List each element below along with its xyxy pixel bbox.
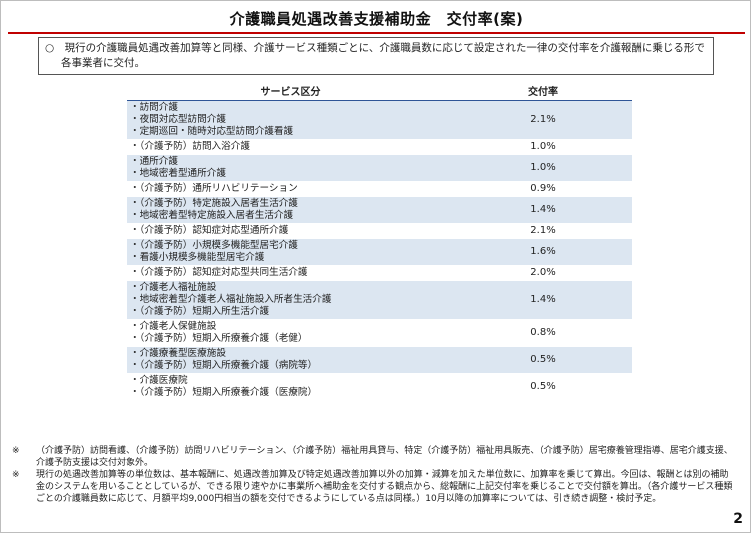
rate-value: 1.0% bbox=[454, 139, 632, 155]
rate-value: 0.5% bbox=[454, 346, 632, 374]
service-name: ・（介護予防）訪問入浴介護 bbox=[130, 141, 250, 152]
header-service: サービス区分 bbox=[127, 80, 454, 101]
service-name: ・（介護予防）小規模多機能型居宅介護 bbox=[130, 240, 298, 251]
service-name: ・看護小規模多機能型居宅介護 bbox=[130, 252, 265, 263]
service-cell: ・通所介護 ・地域密着型通所介護 bbox=[127, 154, 454, 182]
service-cell: ・介護医療院 ・（介護予防）短期入所療養介護（医療院） bbox=[127, 373, 454, 401]
service-cell: ・（介護予防）訪問入浴介護 bbox=[127, 139, 454, 155]
table-row: ・介護老人福祉施設 ・地域密着型介護老人福祉施設入所者生活介護 ・（介護予防）短期入… bbox=[127, 280, 632, 320]
service-name: ・（介護予防）短期入所療養介護（病院等） bbox=[130, 360, 318, 371]
footnote-text: 現行の処遇改善加算等の単位数は、基本報酬に、処遇改善加算及び特定処遇改善加算以外… bbox=[36, 470, 733, 504]
service-name: ・地域密着型通所介護 bbox=[130, 168, 226, 179]
header-rate: 交付率 bbox=[454, 80, 632, 101]
table-row: ・介護療養型医療施設 ・（介護予防）短期入所療養介護（病院等） 0.5% bbox=[127, 346, 632, 374]
rate-table-body: ・訪問介護 ・夜間対応型訪問介護 ・定期巡回・随時対応型訪問介護看護 2.1% ・（介護… bbox=[127, 100, 632, 401]
footnote-mark: ※ bbox=[12, 446, 20, 456]
service-name: ・定期巡回・随時対応型訪問介護看護 bbox=[130, 126, 294, 137]
service-name: ・訪問介護 bbox=[130, 102, 178, 113]
table-row: ・（介護予防）訪問入浴介護 1.0% bbox=[127, 139, 632, 155]
rate-value: 1.0% bbox=[454, 154, 632, 182]
footnote-mark: ※ bbox=[12, 470, 20, 480]
service-name: ・地域密着型特定施設入居者生活介護 bbox=[130, 210, 294, 221]
table-row: ・通所介護 ・地域密着型通所介護 1.0% bbox=[127, 154, 632, 182]
service-name: ・地域密着型介護老人福祉施設入所者生活介護 bbox=[130, 294, 332, 305]
service-name: ・夜間対応型訪問介護 bbox=[130, 114, 226, 125]
footnote: ※ 現行の処遇改善加算等の単位数は、基本報酬に、処遇改善加算及び特定処遇改善加算… bbox=[10, 469, 735, 505]
table-row: ・（介護予防）認知症対応型共同生活介護 2.0% bbox=[127, 265, 632, 281]
rate-value: 2.1% bbox=[454, 223, 632, 239]
intro-box: ○ 現行の介護職員処遇改善加算等と同様、介護サービス種類ごとに、介護職員数に応じ… bbox=[38, 37, 714, 75]
service-cell: ・（介護予防）認知症対応型通所介護 bbox=[127, 223, 454, 239]
table-row: ・介護老人保健施設 ・（介護予防）短期入所療養介護（老健） 0.8% bbox=[127, 319, 632, 347]
service-name: ・介護療養型医療施設 bbox=[130, 348, 226, 359]
service-name: ・介護老人保健施設 bbox=[130, 321, 217, 332]
service-name: ・（介護予防）通所リハビリテーション bbox=[130, 183, 298, 194]
rate-table: サービス区分 交付率 ・訪問介護 ・夜間対応型訪問介護 ・定期巡回・随時対応型訪問介… bbox=[127, 80, 632, 401]
service-name: ・（介護予防）短期入所療養介護（医療院） bbox=[130, 387, 318, 398]
rate-value: 1.6% bbox=[454, 238, 632, 266]
footnote-text: （介護予防）訪問看護、（介護予防）訪問リハビリテーション、（介護予防）福祉用具貸… bbox=[36, 446, 733, 468]
rate-value: 1.4% bbox=[454, 280, 632, 320]
rate-value: 0.5% bbox=[454, 373, 632, 401]
service-cell: ・介護老人福祉施設 ・地域密着型介護老人福祉施設入所者生活介護 ・（介護予防）短期入… bbox=[127, 280, 454, 320]
rate-value: 0.8% bbox=[454, 319, 632, 347]
page-number: 2 bbox=[733, 511, 743, 527]
table-row: ・（介護予防）特定施設入居者生活介護 ・地域密着型特定施設入居者生活介護 1.4% bbox=[127, 196, 632, 224]
service-cell: ・（介護予防）通所リハビリテーション bbox=[127, 181, 454, 197]
rate-value: 2.1% bbox=[454, 100, 632, 140]
table-row: ・訪問介護 ・夜間対応型訪問介護 ・定期巡回・随時対応型訪問介護看護 2.1% bbox=[127, 100, 632, 140]
table-row: ・（介護予防）小規模多機能型居宅介護 ・看護小規模多機能型居宅介護 1.6% bbox=[127, 238, 632, 266]
service-cell: ・（介護予防）小規模多機能型居宅介護 ・看護小規模多機能型居宅介護 bbox=[127, 238, 454, 266]
page-title: 介護職員処遇改善支援補助金 交付率(案) bbox=[229, 10, 524, 28]
service-name: ・（介護予防）特定施設入居者生活介護 bbox=[130, 198, 298, 209]
service-cell: ・訪問介護 ・夜間対応型訪問介護 ・定期巡回・随時対応型訪問介護看護 bbox=[127, 100, 454, 140]
table-row: ・（介護予防）認知症対応型通所介護 2.1% bbox=[127, 223, 632, 239]
service-name: ・（介護予防）認知症対応型通所介護 bbox=[130, 225, 289, 236]
service-cell: ・（介護予防）認知症対応型共同生活介護 bbox=[127, 265, 454, 281]
service-name: ・介護老人福祉施設 bbox=[130, 282, 217, 293]
title-underline bbox=[8, 32, 745, 34]
footnotes: ※ （介護予防）訪問看護、（介護予防）訪問リハビリテーション、（介護予防）福祉用… bbox=[10, 445, 735, 505]
service-name: ・（介護予防）短期入所生活介護 bbox=[130, 306, 270, 317]
service-name: ・（介護予防）認知症対応型共同生活介護 bbox=[130, 267, 308, 278]
rate-value: 2.0% bbox=[454, 265, 632, 281]
rate-value: 0.9% bbox=[454, 181, 632, 197]
rate-table-container: サービス区分 交付率 ・訪問介護 ・夜間対応型訪問介護 ・定期巡回・随時対応型訪問介… bbox=[127, 80, 632, 401]
rate-value: 1.4% bbox=[454, 196, 632, 224]
footnote: ※ （介護予防）訪問看護、（介護予防）訪問リハビリテーション、（介護予防）福祉用… bbox=[10, 445, 735, 469]
service-name: ・通所介護 bbox=[130, 156, 178, 167]
service-name: ・（介護予防）短期入所療養介護（老健） bbox=[130, 333, 308, 344]
table-row: ・介護医療院 ・（介護予防）短期入所療養介護（医療院） 0.5% bbox=[127, 373, 632, 401]
table-header-row: サービス区分 交付率 bbox=[127, 80, 632, 101]
service-name: ・介護医療院 bbox=[130, 375, 188, 386]
service-cell: ・（介護予防）特定施設入居者生活介護 ・地域密着型特定施設入居者生活介護 bbox=[127, 196, 454, 224]
service-cell: ・介護療養型医療施設 ・（介護予防）短期入所療養介護（病院等） bbox=[127, 346, 454, 374]
service-cell: ・介護老人保健施設 ・（介護予防）短期入所療養介護（老健） bbox=[127, 319, 454, 347]
table-row: ・（介護予防）通所リハビリテーション 0.9% bbox=[127, 181, 632, 197]
